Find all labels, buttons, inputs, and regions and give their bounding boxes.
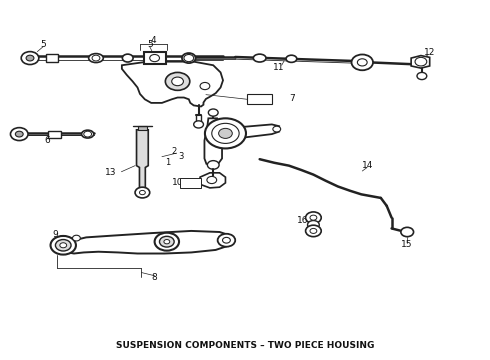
Polygon shape [411, 55, 430, 68]
Ellipse shape [122, 54, 133, 62]
Polygon shape [58, 231, 231, 253]
Circle shape [308, 221, 319, 229]
Circle shape [401, 227, 414, 237]
Text: 6: 6 [44, 136, 50, 145]
Text: 8: 8 [152, 273, 157, 282]
Circle shape [135, 187, 150, 198]
Text: 15: 15 [400, 240, 412, 249]
Text: 16: 16 [297, 216, 308, 225]
Ellipse shape [89, 54, 103, 63]
Text: 14: 14 [362, 161, 373, 170]
Circle shape [184, 54, 194, 62]
Circle shape [310, 215, 317, 220]
Bar [180, 178, 200, 188]
Polygon shape [204, 118, 222, 165]
Text: 13: 13 [105, 168, 117, 177]
Text: 4: 4 [151, 36, 156, 45]
Circle shape [306, 225, 321, 237]
Text: 12: 12 [424, 48, 436, 57]
Circle shape [219, 129, 232, 138]
Ellipse shape [81, 130, 94, 138]
Circle shape [415, 57, 427, 66]
Circle shape [159, 236, 174, 247]
Circle shape [310, 228, 317, 233]
Bar [144, 52, 166, 64]
Circle shape [212, 123, 239, 143]
Circle shape [273, 126, 281, 132]
Text: 11: 11 [272, 63, 284, 72]
Circle shape [50, 236, 76, 255]
Circle shape [222, 237, 230, 243]
Circle shape [417, 72, 427, 80]
Circle shape [92, 55, 100, 61]
Circle shape [84, 131, 92, 137]
Bar [138, 126, 147, 130]
Circle shape [150, 54, 159, 62]
Circle shape [26, 55, 34, 61]
Circle shape [207, 176, 217, 184]
Circle shape [140, 190, 146, 195]
Circle shape [172, 77, 183, 86]
Circle shape [164, 239, 170, 244]
Circle shape [15, 131, 23, 137]
Circle shape [357, 59, 367, 66]
Text: 5: 5 [147, 40, 152, 49]
Polygon shape [122, 62, 223, 107]
Circle shape [165, 72, 190, 90]
Circle shape [73, 235, 80, 241]
Circle shape [208, 109, 218, 116]
Circle shape [207, 161, 219, 169]
Text: 7: 7 [289, 94, 295, 103]
Polygon shape [137, 130, 148, 191]
Ellipse shape [182, 53, 196, 63]
Bar [247, 94, 272, 104]
Polygon shape [200, 173, 225, 188]
Circle shape [155, 233, 179, 251]
Text: 5: 5 [40, 40, 46, 49]
Text: 1: 1 [165, 158, 171, 167]
Circle shape [194, 121, 203, 128]
Bar [48, 131, 61, 138]
Text: 9: 9 [52, 230, 58, 239]
Text: 2: 2 [172, 147, 177, 156]
Text: 10: 10 [172, 178, 183, 187]
Circle shape [55, 239, 71, 251]
Circle shape [10, 128, 28, 140]
Circle shape [200, 82, 210, 90]
Circle shape [218, 234, 235, 247]
Text: 3: 3 [179, 152, 184, 161]
Ellipse shape [253, 54, 266, 62]
Polygon shape [243, 125, 279, 138]
Circle shape [351, 54, 373, 70]
Circle shape [306, 212, 321, 224]
Circle shape [60, 243, 67, 248]
Ellipse shape [286, 55, 297, 62]
Circle shape [205, 118, 246, 148]
Bar [46, 54, 58, 62]
Circle shape [21, 51, 39, 64]
Text: SUSPENSION COMPONENTS – TWO PIECE HOUSING: SUSPENSION COMPONENTS – TWO PIECE HOUSIN… [116, 341, 374, 350]
